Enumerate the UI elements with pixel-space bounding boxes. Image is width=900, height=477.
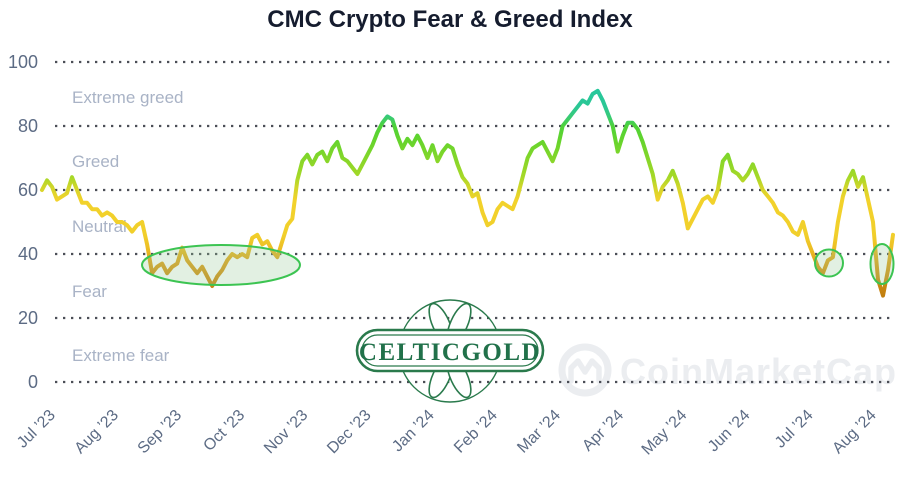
zone-labels: Extreme greed Greed Neutral Fear Extreme fea…: [72, 88, 184, 365]
x-tick-label: May ’24: [639, 407, 691, 459]
zone-label: Neutral: [72, 217, 127, 236]
celticgold-banner-inner-border: [361, 334, 539, 367]
x-tick-label: Feb ’24: [451, 407, 501, 457]
coinmarketcap-m-icon: [568, 358, 602, 384]
chart-title: CMC Crypto Fear & Greed Index: [267, 6, 633, 33]
x-tick-label: Sep ’23: [135, 407, 185, 457]
y-tick-label: 0: [28, 372, 38, 392]
y-tick-label: 60: [18, 180, 38, 200]
zone-label: Fear: [72, 282, 107, 301]
x-axis-month-labels: Jul ’23 Aug ’23 Sep ’23 Oct ’23 Nov ’23 Dec ’…: [14, 407, 880, 459]
celticgold-logo: CELTICGOLD: [355, 299, 545, 403]
annotation-ellipses: [141, 243, 895, 286]
x-tick-label: Mar ’24: [514, 407, 564, 457]
circled-fear-dip: [814, 248, 844, 278]
y-axis-tick-labels: 100 80 60 40 20 0: [8, 52, 38, 392]
y-tick-label: 80: [18, 116, 38, 136]
zone-label: Greed: [72, 152, 119, 171]
x-tick-label: Jun ’24: [705, 407, 754, 456]
coinmarketcap-circle-icon: [558, 343, 612, 397]
x-tick-label: Dec ’23: [324, 407, 374, 457]
y-tick-label: 100: [8, 52, 38, 72]
coinmarketcap-text: CoinMarketCap: [620, 351, 897, 392]
x-tick-label: Jan ’24: [389, 407, 438, 456]
fear-greed-index-line: [40, 88, 895, 298]
x-tick-label: Aug ’24: [829, 407, 879, 457]
zone-label: Extreme greed: [72, 88, 184, 107]
x-tick-label: Oct ’23: [200, 407, 248, 455]
circled-fear-dip: [141, 244, 301, 286]
circled-fear-dip: [869, 243, 895, 285]
x-tick-label: Aug ’23: [72, 407, 122, 457]
x-tick-label: Jul ’23: [14, 407, 59, 452]
x-tick-label: Jul ’24: [772, 407, 817, 452]
x-tick-label: Apr ’24: [579, 407, 627, 455]
y-tick-label: 20: [18, 308, 38, 328]
coinmarketcap-watermark: CoinMarketCap: [558, 343, 897, 397]
zone-label: Extreme fear: [72, 346, 170, 365]
celticgold-banner: [355, 328, 545, 373]
celticgold-text: CELTICGOLD: [359, 339, 541, 366]
x-tick-label: Nov ’23: [261, 407, 311, 457]
y-tick-label: 40: [18, 244, 38, 264]
